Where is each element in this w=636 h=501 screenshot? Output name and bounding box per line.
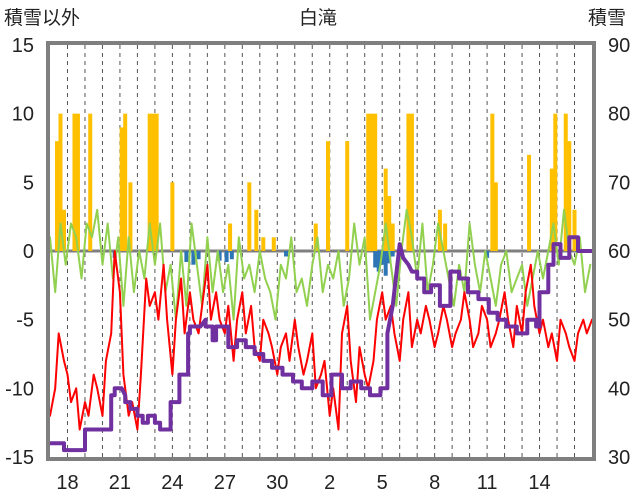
precip-bar [549, 168, 554, 251]
precip-bar [88, 113, 93, 252]
precip-bar [58, 113, 63, 252]
melt-bar [376, 251, 381, 272]
melt-bar [196, 251, 201, 260]
x-tick-label: 18 [56, 472, 78, 494]
precip-bar [567, 141, 572, 251]
left-y-tick-label: -5 [16, 310, 34, 332]
precip-bar [54, 141, 59, 251]
temperature-line [49, 250, 593, 431]
melt-bar [184, 251, 189, 262]
precip-bar [325, 141, 330, 251]
right-y-tick-label: 60 [608, 241, 630, 263]
precip-bar [383, 168, 388, 251]
right-y-tick-label: 40 [608, 378, 630, 400]
precip-bar [75, 113, 80, 252]
precip-bar [128, 182, 133, 251]
melt-bar [224, 251, 229, 262]
melt-bar [217, 251, 222, 261]
right-y-tick-label: 90 [608, 35, 630, 57]
precip-bar [527, 154, 532, 251]
precip-bar [119, 127, 124, 251]
melt-bar [373, 251, 378, 268]
right-y-tick-label: 80 [608, 104, 630, 126]
wind-line [49, 208, 592, 321]
precip-bar [387, 196, 392, 251]
right-axis-title: 積雪 [588, 7, 626, 29]
precip-bar [247, 182, 252, 251]
precip-bar [345, 141, 350, 251]
plot-frame [46, 41, 596, 461]
left-y-tick-label: -15 [5, 447, 34, 469]
precip-bar [261, 237, 266, 251]
precip-bar [154, 113, 159, 252]
precip-bar [493, 182, 498, 251]
precip-bar [553, 113, 558, 252]
snow_depth-line [48, 235, 594, 453]
precip-bar [409, 113, 414, 252]
left-y-tick-label: 10 [12, 104, 34, 126]
melt-bar [485, 251, 490, 258]
x-tick-label: 11 [477, 472, 498, 494]
line-series [48, 208, 594, 453]
x-tick-label: 8 [429, 472, 440, 494]
precip-bar [313, 223, 318, 251]
right-y-tick-label: 70 [608, 172, 630, 194]
left-y-tick-label: 15 [12, 35, 34, 57]
right-y-tick-label: 50 [608, 310, 630, 332]
precip-bar [390, 223, 395, 251]
x-tick-label: 21 [109, 472, 131, 494]
x-tick-label: 5 [377, 472, 388, 494]
precip-bar [369, 113, 374, 252]
precip-bar [123, 113, 128, 252]
bar-series [54, 113, 577, 276]
x-tick-label: 27 [214, 472, 236, 494]
left-y-tick-label: 5 [23, 172, 34, 194]
precip-bar [170, 182, 175, 251]
precip-bar [373, 113, 378, 252]
melt-bar [229, 251, 234, 260]
x-ticks: 18 21 24 27 30 2 5 8 11 14 [56, 472, 550, 494]
precip-bar [443, 223, 448, 251]
precip-bar [271, 237, 276, 251]
precip-bar [490, 113, 495, 252]
left-axis-title: 積雪以外 [4, 7, 80, 29]
melt-bar [390, 251, 395, 257]
right-y-tick-label: 30 [608, 447, 630, 469]
precip-bar [228, 223, 233, 251]
melt-bar [191, 251, 196, 265]
x-tick-label: 30 [266, 472, 288, 494]
precip-bar [151, 113, 156, 252]
chart-title: 白滝 [299, 7, 337, 29]
precip-bar [406, 113, 411, 252]
melt-bar [284, 251, 289, 257]
x-tick-label: 24 [161, 472, 183, 494]
x-tick-label: 14 [528, 472, 550, 494]
precip-bar [254, 209, 259, 251]
melt-bar [383, 251, 388, 276]
precip-bar [61, 209, 66, 251]
precip-bar [147, 113, 152, 252]
left-y-tick-label: 0 [23, 241, 34, 263]
left-y-ticks: 15 10 5 0 -5 -10 -15 [5, 35, 34, 469]
left-y-tick-label: -10 [5, 378, 34, 400]
x-tick-label: 2 [324, 472, 335, 494]
precip-bar [72, 113, 77, 252]
precip-bar [563, 113, 568, 252]
precip-bar [572, 209, 577, 251]
precip-bar [366, 113, 371, 252]
right-y-ticks: 90 80 70 60 50 40 30 [608, 35, 630, 469]
